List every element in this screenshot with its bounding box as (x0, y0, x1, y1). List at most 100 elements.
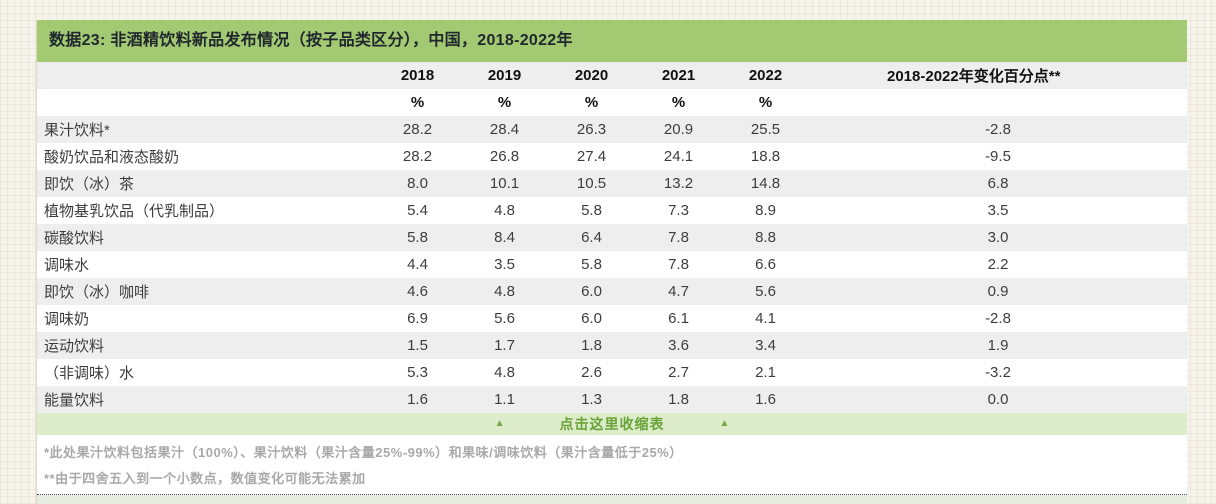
table-row: 能量饮料 1.6 1.1 1.3 1.8 1.6 0.0 (37, 386, 1187, 413)
cell-change: 6.8 (987, 175, 1009, 192)
column-header-2021: 2021 (635, 62, 722, 89)
unit-label: % (722, 89, 809, 116)
cell-value: 1.6 (407, 391, 428, 408)
cell-value: 13.2 (663, 175, 694, 192)
cell-change: 2.2 (987, 256, 1009, 273)
cell-value: 3.6 (668, 337, 689, 354)
beverage-table: 2018 2019 2020 2021 2022 2018-2022年变化百分点… (37, 62, 1187, 413)
cell-value: 1.5 (407, 337, 428, 354)
cell-value: 27.4 (576, 148, 607, 165)
cell-value: 5.6 (494, 310, 515, 327)
cell-value: 5.3 (407, 364, 428, 381)
bottom-dotted-divider (37, 494, 1187, 495)
collapse-table-button[interactable]: ▲ 点击这里收缩表 ▲ (37, 413, 1187, 435)
cell-value: 2.7 (668, 364, 689, 381)
column-header-2020: 2020 (548, 62, 635, 89)
cell-value: 4.8 (494, 202, 515, 219)
table-row: 调味水 4.4 3.5 5.8 7.8 6.6 2.2 (37, 251, 1187, 278)
cell-value: 28.4 (489, 121, 520, 138)
cell-value: 3.4 (755, 337, 776, 354)
cell-value: 7.3 (668, 202, 689, 219)
figure-table-container: 数据23: 非酒精饮料新品发布情况（按子品类区分），中国，2018-2022年 … (36, 20, 1187, 504)
cell-value: 8.0 (407, 175, 428, 192)
row-label: 即饮（冰）咖啡 (44, 284, 150, 301)
footnotes: *此处果汁饮料包括果汁（100%）、果汁饮料（果汁含量25%-99%）和果味/调… (37, 435, 1187, 489)
cell-value: 28.2 (402, 121, 433, 138)
cell-value: 10.1 (489, 175, 520, 192)
cell-value: 5.6 (755, 283, 776, 300)
cell-value: 8.9 (755, 202, 776, 219)
row-label: 调味奶 (44, 311, 90, 328)
cell-value: 3.5 (494, 256, 515, 273)
cell-change: -2.8 (985, 310, 1011, 327)
cell-value: 2.1 (755, 364, 776, 381)
cell-value: 4.7 (668, 283, 689, 300)
cell-value: 24.1 (663, 148, 694, 165)
cell-value: 1.6 (755, 391, 776, 408)
cell-change: -2.8 (985, 121, 1011, 138)
cell-value: 1.8 (581, 337, 602, 354)
table-header-row: 2018 2019 2020 2021 2022 2018-2022年变化百分点… (37, 62, 1187, 89)
cell-value: 2.6 (581, 364, 602, 381)
cell-value: 8.8 (755, 229, 776, 246)
unit-label: % (548, 89, 635, 116)
table-row: 即饮（冰）咖啡 4.6 4.8 6.0 4.7 5.6 0.9 (37, 278, 1187, 305)
table-row: 即饮（冰）茶 8.0 10.1 10.5 13.2 14.8 6.8 (37, 170, 1187, 197)
column-header-2022: 2022 (722, 62, 809, 89)
cell-value: 28.2 (402, 148, 433, 165)
cell-value: 7.8 (668, 256, 689, 273)
table-row: 运动饮料 1.5 1.7 1.8 3.6 3.4 1.9 (37, 332, 1187, 359)
cell-change: 1.9 (987, 337, 1009, 354)
cell-value: 25.5 (750, 121, 781, 138)
figure-title: 数据23: 非酒精饮料新品发布情况（按子品类区分），中国，2018-2022年 (37, 20, 1187, 62)
table-row: 酸奶饮品和液态酸奶 28.2 26.8 27.4 24.1 18.8 -9.5 (37, 143, 1187, 170)
cell-value: 5.8 (581, 202, 602, 219)
cell-value: 6.0 (581, 310, 602, 327)
cell-change: 3.0 (987, 229, 1009, 246)
unit-label: % (374, 89, 461, 116)
cell-value: 8.4 (494, 229, 515, 246)
row-label: 酸奶饮品和液态酸奶 (44, 149, 180, 166)
unit-label: % (635, 89, 722, 116)
cell-value: 18.8 (750, 148, 781, 165)
cell-change: 0.9 (987, 283, 1009, 300)
row-label: 碳酸饮料 (44, 230, 105, 247)
cell-change: 3.5 (987, 202, 1009, 219)
cell-change: -3.2 (985, 364, 1011, 381)
table-row: 碳酸饮料 5.8 8.4 6.4 7.8 8.8 3.0 (37, 224, 1187, 251)
cell-value: 5.8 (581, 256, 602, 273)
cell-value: 14.8 (750, 175, 781, 192)
cell-value: 1.7 (494, 337, 515, 354)
column-header-2018: 2018 (374, 62, 461, 89)
collapse-arrow-icon: ▲ (719, 418, 730, 429)
footnote-rounding: **由于四舍五入到一个小数点，数值变化可能无法累加 (44, 471, 366, 486)
cell-value: 26.8 (489, 148, 520, 165)
row-label: 能量饮料 (44, 392, 105, 409)
cell-value: 7.8 (668, 229, 689, 246)
collapse-table-label: 点击这里收缩表 (559, 416, 665, 432)
row-label: 调味水 (44, 257, 90, 274)
bottom-strip (37, 495, 1187, 504)
cell-value: 6.9 (407, 310, 428, 327)
cell-value: 26.3 (576, 121, 607, 138)
column-header-empty (37, 62, 374, 89)
table-row: 果汁饮料* 28.2 28.4 26.3 20.9 25.5 -2.8 (37, 116, 1187, 143)
row-label: 果汁饮料* (44, 122, 110, 139)
table-row: 调味奶 6.9 5.6 6.0 6.1 4.1 -2.8 (37, 305, 1187, 332)
cell-value: 1.1 (494, 391, 515, 408)
column-header-change: 2018-2022年变化百分点** (809, 62, 1187, 89)
row-label: 即饮（冰）茶 (44, 176, 135, 193)
cell-value: 4.8 (494, 364, 515, 381)
row-label: 植物基乳饮品（代乳制品） (44, 203, 225, 220)
row-label: 运动饮料 (44, 338, 105, 355)
column-header-2019: 2019 (461, 62, 548, 89)
footnote-juice-definition: *此处果汁饮料包括果汁（100%）、果汁饮料（果汁含量25%-99%）和果味/调… (44, 445, 683, 460)
cell-change: 0.0 (987, 391, 1009, 408)
unit-row: % % % % % (37, 89, 1187, 116)
cell-value: 4.8 (494, 283, 515, 300)
cell-value: 4.6 (407, 283, 428, 300)
cell-value: 6.4 (581, 229, 602, 246)
cell-value: 1.8 (668, 391, 689, 408)
collapse-arrow-icon: ▲ (494, 418, 505, 429)
cell-value: 4.4 (407, 256, 428, 273)
